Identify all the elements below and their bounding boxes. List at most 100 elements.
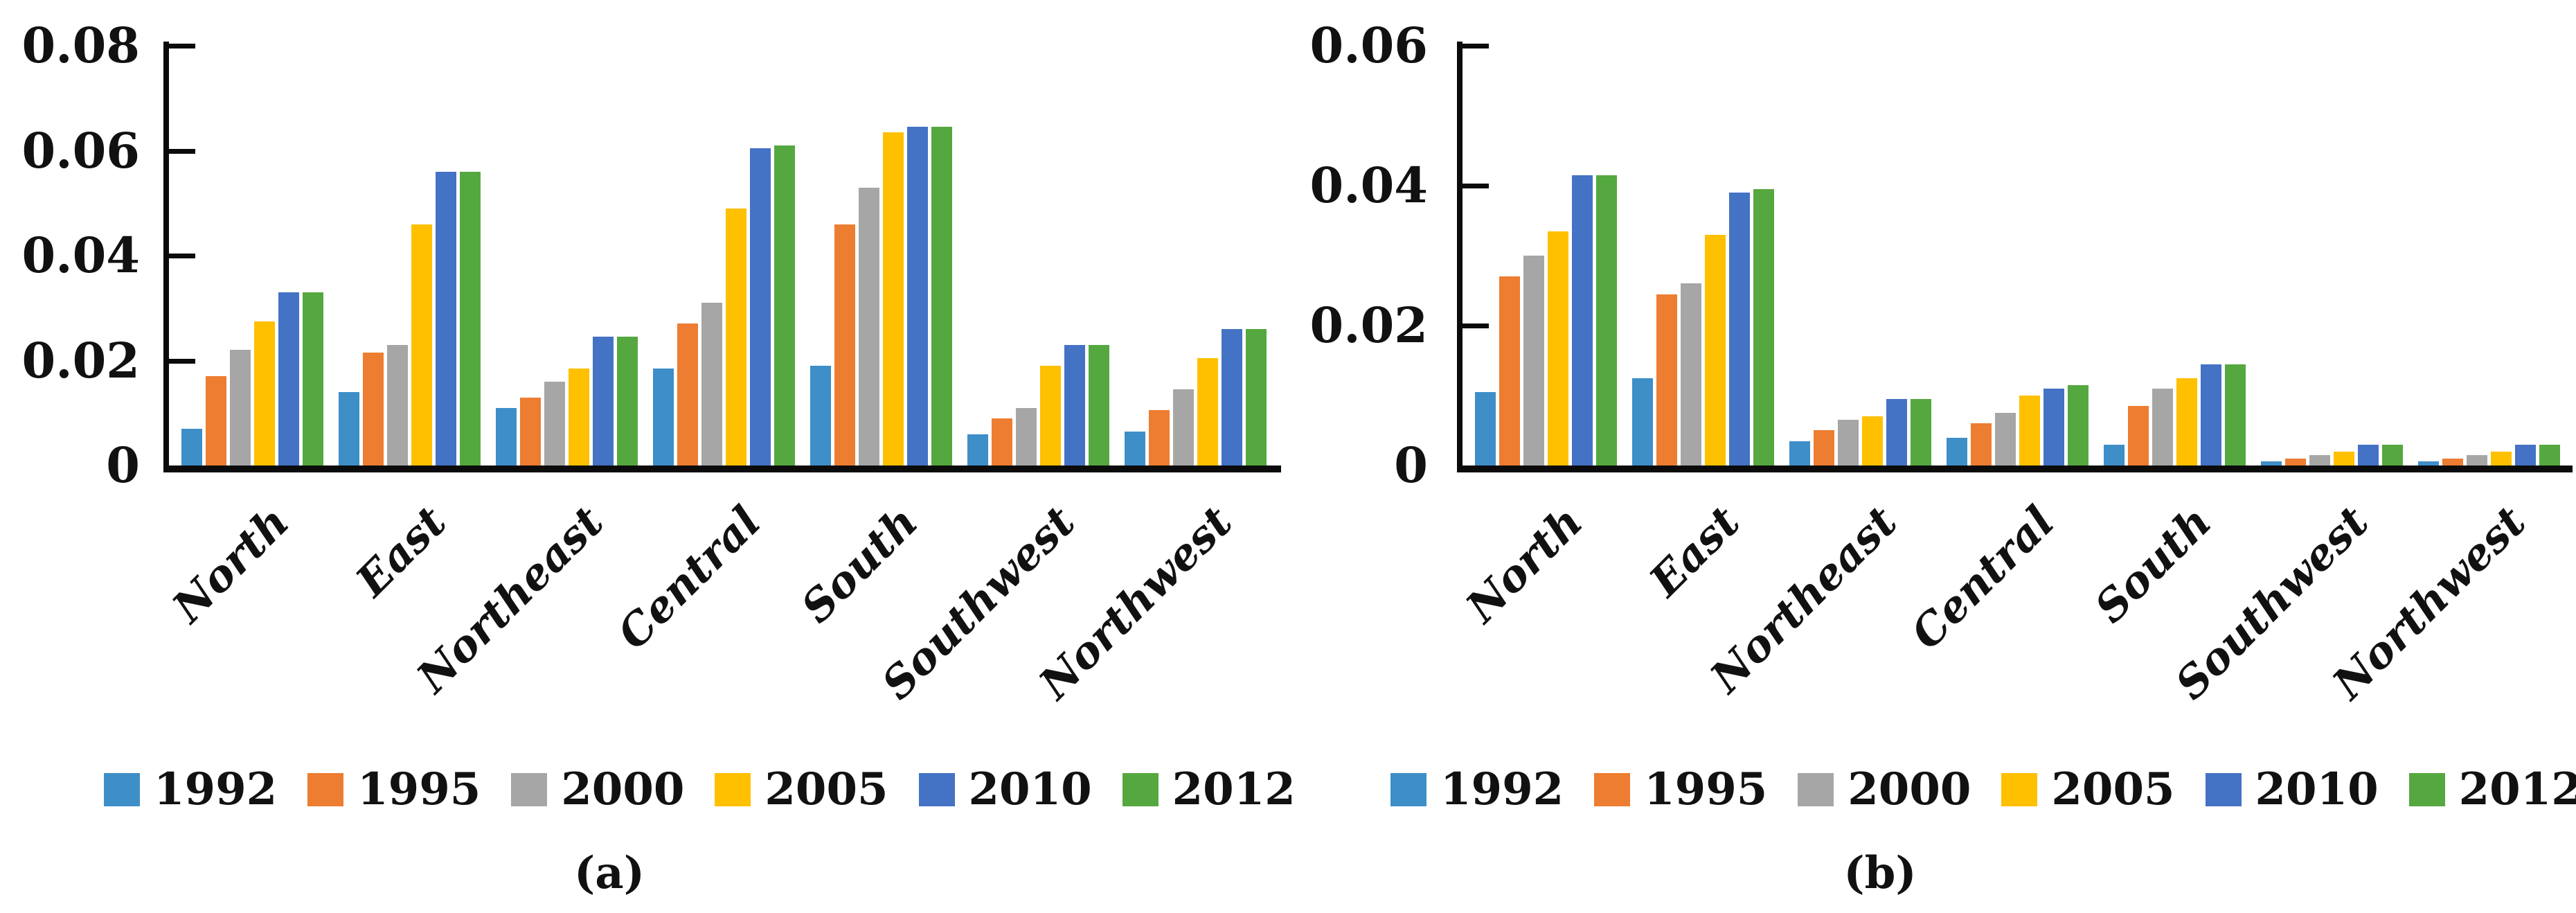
y-tick-label: 0.08 [21,17,141,74]
y-tick-mark [169,358,195,364]
caption-a: (a) [573,847,645,899]
bar-2012-northeast [617,337,638,466]
bar-1995-north [206,376,226,466]
bar-2010-southwest [1064,345,1085,466]
bar-2005-southwest [2334,452,2354,466]
legend-item-2012: 2012 [1122,765,1296,815]
x-axis-line [163,466,1281,472]
bar-1992-north [181,429,202,466]
bar-1995-central [1971,423,1992,466]
category-label-north: North [1456,496,1592,632]
bar-1995-central [677,323,698,466]
bar-2012-southwest [2382,445,2403,466]
bar-2010-south [2201,364,2221,466]
bar-2005-northwest [2491,452,2512,466]
legend-label-2010: 2010 [968,763,1092,815]
legend-swatch-1995 [307,773,344,806]
bar-2000-southwest [1016,408,1037,466]
category-label-northeast: Northeast [406,496,613,702]
legend-swatch-2012 [1122,773,1159,806]
bar-1992-south [2104,445,2125,466]
bar-2005-northwest [1197,358,1218,466]
y-tick-mark [1463,184,1489,188]
x-axis-line [1457,466,2573,472]
bar-1992-northwest [2418,461,2439,466]
y-tick-mark [169,148,195,154]
bar-1992-southwest [2261,461,2282,466]
category-label-east: East [346,496,456,606]
bar-1995-east [363,353,384,466]
y-tick-label: 0 [1394,436,1428,494]
legend-swatch-2000 [511,773,548,806]
legend-item-2010: 2010 [918,763,1092,815]
category-label-north: North [162,496,298,632]
bar-2012-east [1753,189,1774,466]
bar-1995-east [1656,294,1677,466]
bar-2012-central [774,145,795,466]
legend-label-1992: 1992 [1440,763,1564,815]
bar-2012-north [303,292,323,466]
bar-1995-southwest [2285,459,2306,466]
legend-item-1992: 1992 [1390,765,1564,815]
legend-label-2000: 2000 [1848,763,1971,815]
bar-2010-south [907,127,928,466]
bar-2010-northwest [1222,329,1242,466]
bar-2000-northeast [544,382,565,466]
category-label-northwest: Northwest [2322,496,2535,709]
bar-2005-south [2176,378,2197,466]
legend-label-2005: 2005 [2051,763,2175,815]
category-label-south: South [791,496,927,633]
bar-2000-central [701,303,722,466]
category-label-central: Central [607,496,770,659]
legend-label-1992: 1992 [154,763,278,815]
category-label-northwest: Northwest [1028,496,1242,709]
bar-2005-south [883,132,904,466]
category-label-southwest: Southwest [871,496,1084,709]
legend-item-2005: 2005 [715,765,888,815]
bar-2005-east [411,224,432,466]
caption-b: (b) [1843,847,1917,899]
category-label-south: South [2084,496,2221,633]
bar-2000-southwest [2309,455,2330,466]
legend-item-1995: 1995 [307,765,481,815]
bar-1992-central [653,369,674,466]
bar-2000-south [2152,389,2173,466]
y-tick-label: 0.02 [1309,296,1429,354]
legend-item-2012: 2012 [2408,763,2576,815]
legend-a: 1992 1995 2000 2005 2010 2012 [104,763,1296,816]
bar-1995-northeast [520,398,541,466]
y-tick-mark [169,44,195,48]
bar-2000-north [1523,256,1544,466]
bar-2000-north [230,350,251,466]
bar-1995-south [834,224,855,466]
bar-1992-northeast [496,408,517,466]
legend-swatch-1992 [1390,773,1426,806]
y-tick-mark [1463,44,1489,48]
bar-1995-northwest [1149,410,1170,466]
legend-item-2000: 2000 [511,765,684,815]
bar-1992-northeast [1789,441,1810,466]
legend-item-2010: 2010 [2205,765,2379,815]
bar-2005-northeast [1862,416,1883,466]
bar-2005-east [1705,235,1726,466]
bar-2010-north [278,292,299,466]
bar-1995-north [1499,276,1520,466]
legend-label-1995: 1995 [1644,763,1768,815]
legend-swatch-2005 [715,773,751,806]
bar-2012-north [1596,175,1617,466]
bar-2010-east [1729,193,1750,466]
legend-item-1992: 1992 [104,765,277,815]
bar-1992-north [1475,392,1496,466]
category-label-east: East [1639,496,1749,606]
legend-swatch-2005 [2001,773,2038,806]
y-axis-line [163,42,169,472]
legend-label-2000: 2000 [561,763,685,815]
bar-2012-east [460,172,481,466]
category-label-central: Central [1901,496,2064,659]
bar-1992-south [810,366,831,466]
bar-2012-central [2068,385,2088,466]
bar-1992-east [339,392,359,466]
bar-1992-east [1632,378,1653,466]
bar-2000-east [1681,283,1701,466]
legend-label-2012: 2012 [2458,763,2576,815]
